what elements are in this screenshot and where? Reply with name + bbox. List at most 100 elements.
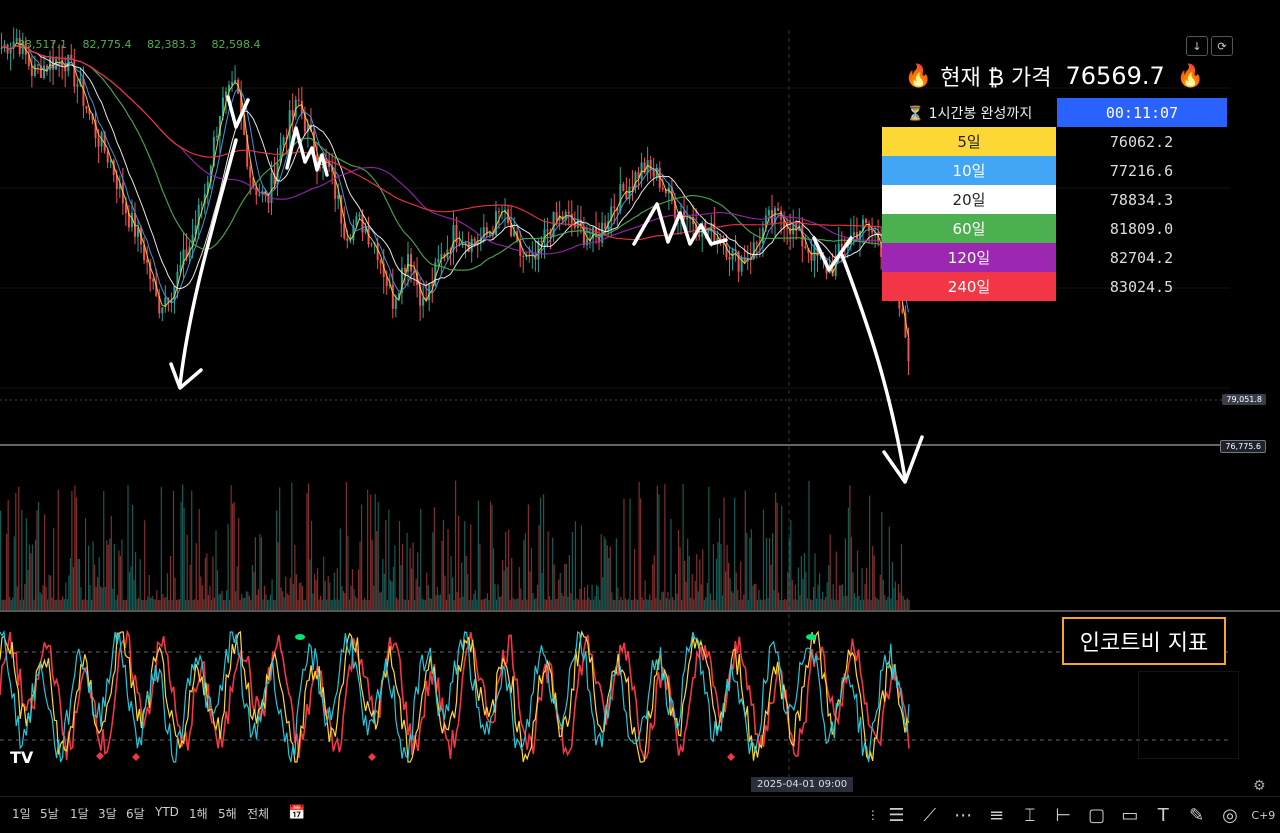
volume-bar (890, 598, 892, 610)
volume-bar (732, 592, 734, 610)
candle-body (209, 165, 212, 182)
brush-icon[interactable]: ✎ (1189, 804, 1205, 826)
volume-bar (94, 564, 96, 610)
drag-handle-icon[interactable]: ⋮ (866, 808, 879, 822)
candle-body (76, 84, 79, 87)
volume-bar (573, 599, 575, 610)
volume-bar (788, 538, 790, 610)
volume-bar (348, 599, 351, 610)
candle-body (431, 284, 434, 286)
volume-bar (558, 579, 560, 610)
volume-bar (441, 540, 443, 610)
volume-bar (74, 485, 76, 610)
volume-bar (16, 586, 18, 610)
ma-legend-value: 82,598.4 (211, 38, 261, 51)
volume-bar (400, 565, 402, 610)
candle-body (434, 262, 437, 286)
candle-body (12, 41, 15, 49)
volume-bar (203, 599, 205, 610)
text-icon[interactable]: T (1157, 804, 1169, 826)
candle-body (497, 211, 500, 213)
target-icon[interactable]: ◎ (1222, 804, 1238, 826)
candle-body (288, 110, 291, 140)
candle-body (570, 213, 573, 224)
volume-bar (22, 599, 24, 610)
channel-icon[interactable]: ⋯ (954, 804, 973, 826)
candle-body (443, 254, 446, 258)
volume-bar (900, 544, 903, 610)
trend-line-icon[interactable]: ⟋ (923, 804, 937, 826)
horizontal-lines-icon[interactable]: ☰ (888, 804, 905, 826)
candle-body (358, 214, 361, 217)
volume-bar (118, 550, 120, 610)
candle-body (79, 78, 82, 85)
timeframe-5[interactable]: YTD (155, 805, 179, 819)
candle-body (610, 206, 613, 222)
volume-bar (503, 570, 505, 610)
volume-bar (555, 598, 557, 610)
volume-bar (790, 520, 792, 610)
ma-table: 5일 76062.2 10일 77216.6 20일 78834.3 60일 81809.0 1… (882, 127, 1227, 301)
timeframe-2[interactable]: 1달 (70, 807, 89, 821)
candle-body (97, 138, 100, 147)
volume-bar (758, 589, 760, 610)
volume-bar (464, 521, 466, 610)
timeframe-7[interactable]: 5해 (218, 807, 237, 821)
tool-extra[interactable]: C+9 (1251, 808, 1276, 822)
volume-bar (175, 599, 178, 610)
volume-bar (546, 599, 548, 610)
rectangle-icon[interactable]: ▢ (1088, 804, 1106, 826)
timeframe-0[interactable]: 1일 (12, 807, 31, 821)
volume-bar (574, 521, 577, 610)
volume-bar (477, 500, 479, 610)
timeframe-4[interactable]: 6달 (126, 807, 145, 821)
volume-bar (444, 575, 446, 610)
volume-bar (66, 599, 68, 610)
parallel-channel-icon[interactable]: ≡ (988, 804, 1005, 826)
volume-bar (307, 483, 310, 610)
volume-bar (676, 593, 678, 610)
volume-bar (589, 599, 592, 610)
volume-bar (407, 599, 410, 610)
date-range-icon[interactable]: 📅 (288, 805, 306, 821)
candle-body (455, 224, 458, 243)
ma-row-label: 60일 (882, 214, 1056, 243)
refresh-button[interactable]: ⟳ (1211, 36, 1233, 56)
volume-bar (705, 597, 707, 610)
volume-bar (776, 502, 778, 610)
timeframe-1[interactable]: 5날 (40, 807, 59, 821)
ma-legend: 83,517.1 82,775.4 82,383.3 82,598.4 (18, 38, 272, 51)
volume-bar (814, 553, 816, 610)
range-icon[interactable]: ⊢ (1055, 804, 1072, 826)
volume-bar (145, 599, 147, 610)
volume-bar (629, 498, 631, 610)
timeframe-3[interactable]: 3달 (98, 807, 117, 821)
volume-bar (718, 518, 721, 610)
volume-bar (166, 573, 169, 610)
volume-bar (632, 599, 634, 610)
candle-body (673, 201, 676, 218)
volume-bar (324, 580, 326, 610)
volume-bar (92, 541, 94, 610)
volume-bar (498, 596, 501, 610)
timeframe-6[interactable]: 1해 (189, 807, 208, 821)
timeframe-8[interactable]: 전체 (247, 807, 270, 821)
volume-bar (902, 595, 904, 610)
volume-bar (455, 480, 457, 610)
fire-icon: 🔥 (904, 63, 933, 89)
callout-icon[interactable]: ▭ (1121, 804, 1139, 826)
volume-bar (773, 589, 775, 610)
volume-bar (227, 523, 229, 610)
gear-icon[interactable]: ⚙ (1253, 778, 1266, 794)
volume-bar (291, 482, 293, 610)
fib-icon[interactable]: ⌶ (1024, 804, 1036, 826)
volume-bar (785, 599, 787, 610)
minimap-thumbnail[interactable] (1138, 671, 1239, 759)
volume-bar (620, 596, 622, 610)
candle-body (410, 254, 413, 272)
candle-body (549, 231, 552, 237)
download-button[interactable]: ↓ (1186, 36, 1208, 56)
candle-body (255, 187, 258, 195)
volume-bar (89, 585, 91, 610)
